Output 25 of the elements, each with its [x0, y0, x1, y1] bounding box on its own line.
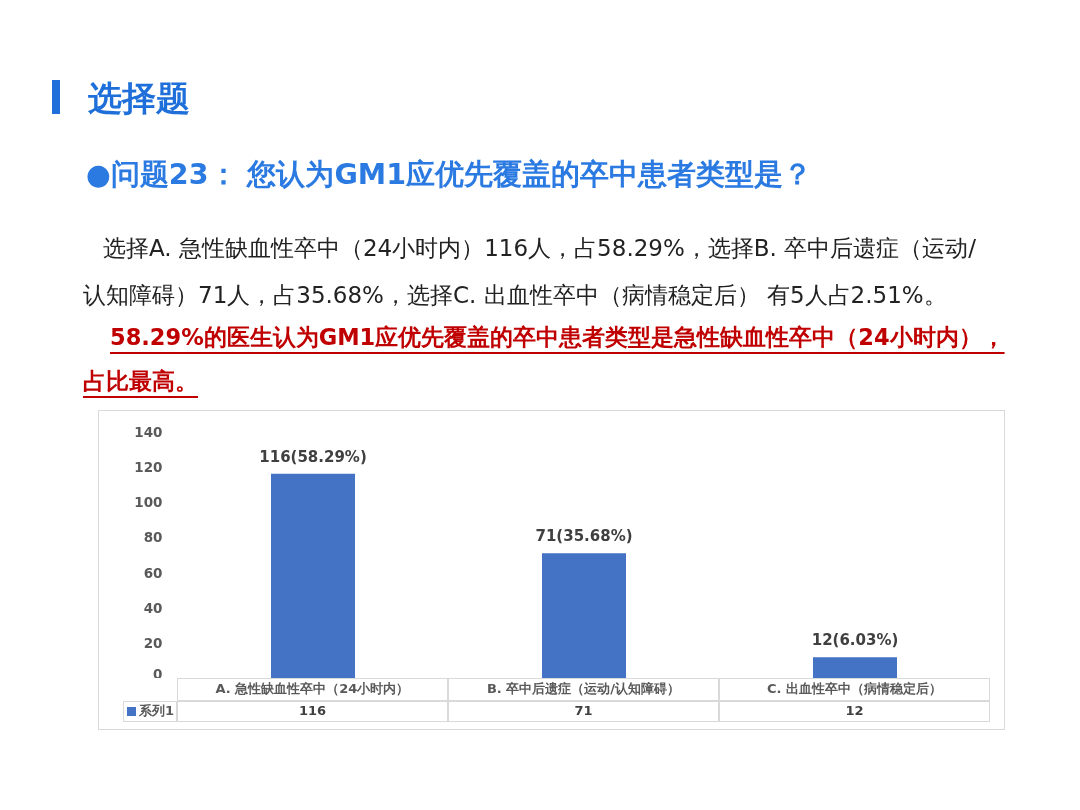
- y-tick-label: 140: [134, 423, 163, 440]
- text: 选择A. 急性缺血性卒中（24小时内）116人，占58.29%，选择B. 卒中后遗症（运动/认知障碍）71人，占35.68%，选择C. 出血性卒中（病情稳定后） 有5人占2.51%。: [83, 234, 977, 310]
- bar: [270, 473, 356, 678]
- chart-subtitle: ●问题23： 您认为GM1应优先覆盖的卒中患者类型是？: [86, 157, 813, 193]
- y-tick-label: 120: [134, 458, 163, 475]
- annotation: 116(58.29%): [259, 447, 367, 466]
- annotation: 12(6.03%): [811, 631, 899, 650]
- data-label: 71: [574, 702, 593, 721]
- x-tick-label: C. 出血性卒中（病情稳定后）: [719, 678, 990, 701]
- annotation: 71(35.68%): [535, 527, 633, 546]
- y-tick-label: 0: [153, 665, 163, 682]
- y-tick-label: 100: [134, 494, 163, 511]
- data-label: 116: [298, 702, 327, 721]
- y-tick-label: 80: [143, 529, 163, 546]
- x-tick-label: A. 急性缺血性卒中（24小时内）: [177, 678, 448, 701]
- data-label: 12: [845, 702, 864, 721]
- chart-title: 选择题: [88, 77, 190, 120]
- y-tick-label: 40: [143, 599, 163, 616]
- bar: [812, 657, 898, 678]
- y-tick-label: 20: [143, 635, 163, 652]
- x-tick-label: B. 卒中后遗症（运动/认知障碍）: [448, 678, 719, 701]
- y-tick-label: 60: [143, 564, 163, 581]
- legend-label: 系列1: [123, 701, 177, 722]
- text: 58.29%的医生认为GM1应优先覆盖的卒中患者类型是急性缺血性卒中（24小时内），占比最高。: [83, 323, 1006, 396]
- bar: [541, 553, 627, 678]
